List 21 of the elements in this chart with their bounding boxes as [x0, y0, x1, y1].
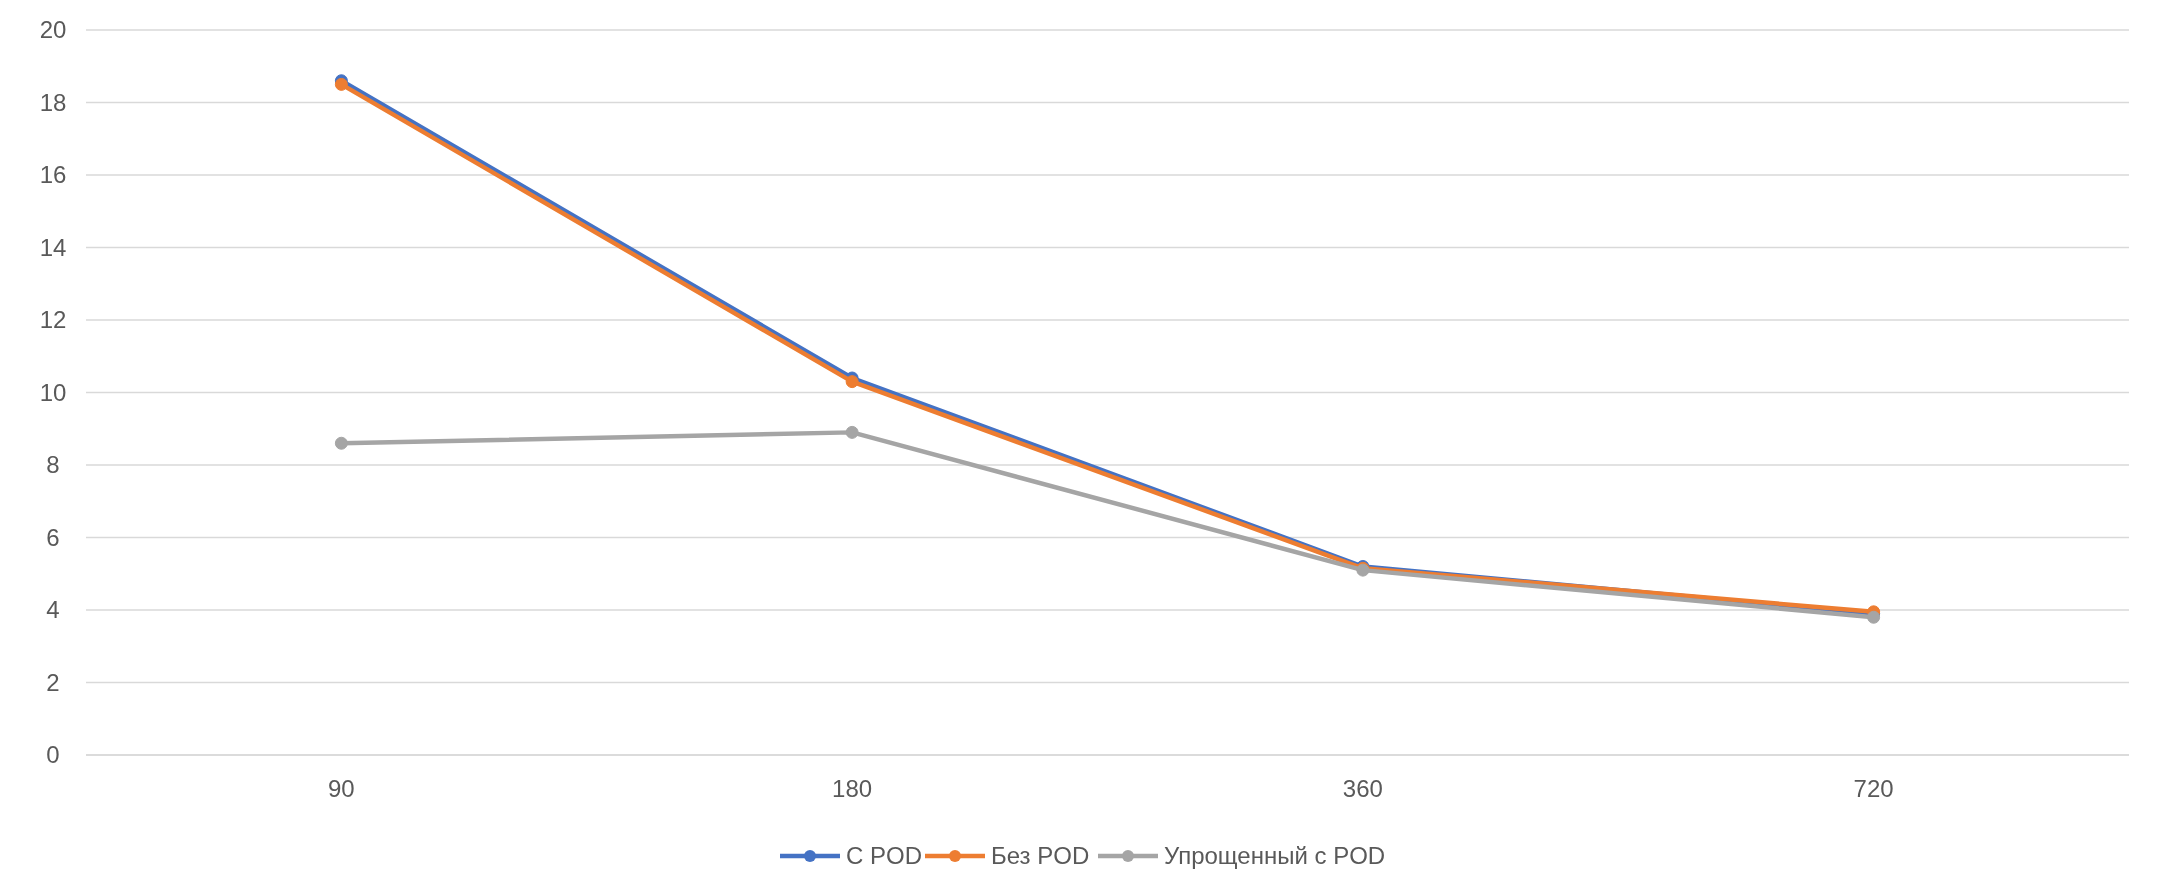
- y-tick-label: 12: [39, 306, 67, 334]
- y-tick-label: 14: [39, 233, 67, 261]
- y-tick-label: 4: [46, 596, 60, 624]
- legend-label: Упрощенный с POD: [1164, 842, 1386, 870]
- y-tick-label: 16: [39, 161, 67, 189]
- x-tick-label: 90: [328, 775, 355, 802]
- y-tick-label: 18: [39, 88, 67, 116]
- y-tick-label: 20: [39, 16, 67, 44]
- y-tick-label: 0: [46, 741, 60, 769]
- point: [845, 425, 859, 439]
- x-tick-label: 360: [1342, 775, 1383, 802]
- y-tick-label: 8: [46, 451, 60, 479]
- x-tick-label: 180: [832, 775, 873, 802]
- legend-label: С POD: [846, 842, 923, 870]
- y-tick-label: 6: [46, 523, 60, 551]
- legend-label: Без POD: [991, 842, 1090, 870]
- y-tick-label: 2: [46, 668, 60, 696]
- x-tick-label: 720: [1853, 775, 1894, 802]
- point: [845, 375, 859, 389]
- y-tick-label: 10: [39, 378, 67, 406]
- point: [334, 436, 348, 450]
